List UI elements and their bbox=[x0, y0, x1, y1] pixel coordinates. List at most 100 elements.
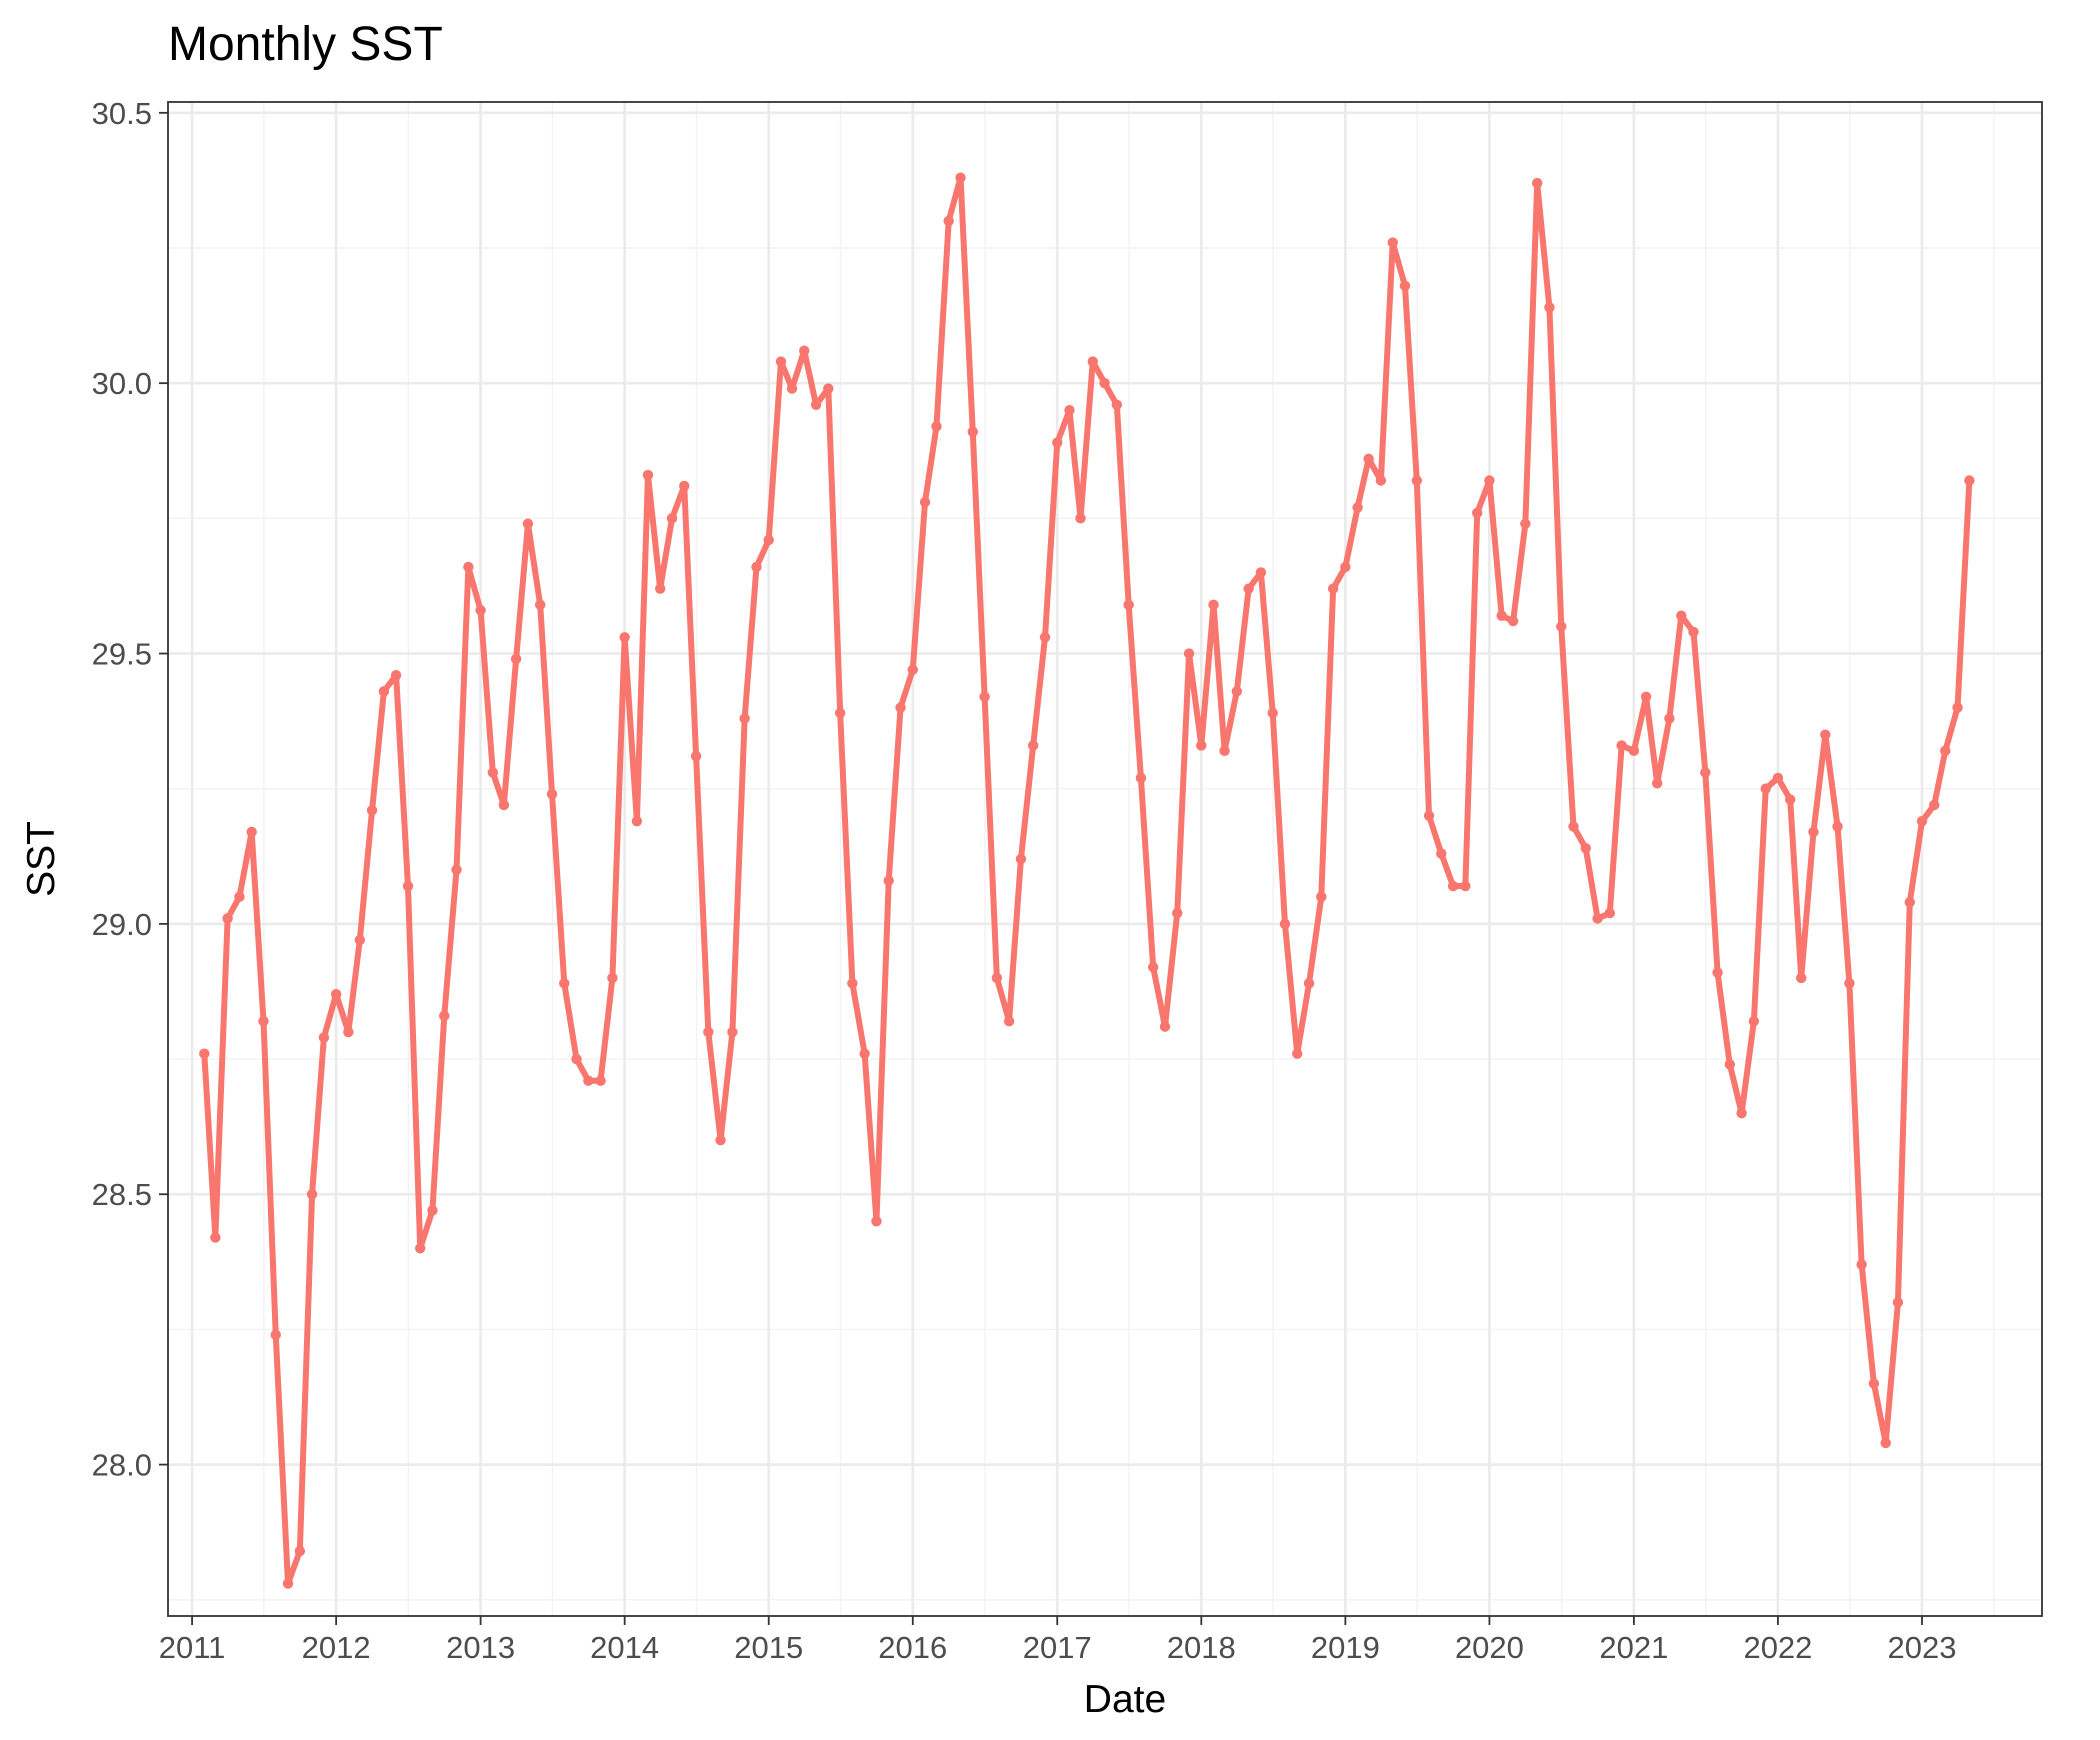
sst-data-point bbox=[1784, 794, 1796, 805]
sst-data-point bbox=[1796, 972, 1807, 984]
sst-data-point bbox=[1292, 1048, 1303, 1059]
sst-data-point bbox=[1243, 583, 1254, 594]
sst-data-point bbox=[1507, 615, 1519, 627]
sst-data-point bbox=[1147, 961, 1159, 973]
sst-data-point bbox=[1916, 815, 1928, 827]
sst-data-point bbox=[1556, 621, 1567, 632]
sst-data-point bbox=[955, 172, 966, 183]
sst-data-point bbox=[475, 605, 486, 616]
sst-data-point bbox=[1856, 1259, 1867, 1270]
sst-data-point bbox=[498, 799, 510, 811]
sst-data-point bbox=[294, 1545, 306, 1557]
sst-data-point bbox=[222, 913, 233, 924]
sst-data-point bbox=[595, 1075, 606, 1086]
sst-data-point bbox=[1868, 1378, 1880, 1389]
sst-data-point bbox=[1628, 745, 1640, 757]
sst-data-point bbox=[1267, 707, 1278, 719]
sst-data-point bbox=[1568, 821, 1579, 832]
sst-data-point bbox=[1219, 745, 1230, 757]
sst-data-point bbox=[1087, 356, 1098, 367]
sst-data-point bbox=[823, 383, 834, 394]
sst-data-point bbox=[690, 751, 702, 762]
sst-data-point bbox=[1520, 518, 1531, 529]
sst-data-point bbox=[1580, 842, 1591, 854]
sst-data-point bbox=[763, 534, 774, 546]
sst-data-point bbox=[439, 1010, 450, 1022]
sst-data-point bbox=[1340, 561, 1351, 573]
sst-data-point bbox=[258, 1016, 269, 1027]
sst-data-point bbox=[991, 972, 1003, 984]
chart-title: Monthly SST bbox=[168, 18, 443, 71]
sst-data-point bbox=[535, 599, 546, 611]
sst-data-point bbox=[1724, 1059, 1736, 1070]
sst-data-point bbox=[1904, 897, 1915, 908]
x-tick-label: 2014 bbox=[590, 1630, 659, 1665]
sst-data-point bbox=[1231, 686, 1243, 697]
sst-data-point bbox=[1772, 772, 1784, 784]
sst-data-point bbox=[895, 702, 906, 713]
sst-data-point bbox=[1099, 377, 1110, 389]
x-tick-label: 2013 bbox=[446, 1630, 515, 1665]
sst-data-point bbox=[619, 632, 630, 643]
sst-data-point bbox=[306, 1189, 318, 1200]
sst-data-point bbox=[1952, 702, 1963, 713]
sst-data-point bbox=[463, 561, 474, 573]
y-tick-label: 30.0 bbox=[92, 366, 152, 401]
sst-data-point bbox=[402, 880, 414, 892]
x-tick-label: 2019 bbox=[1311, 1630, 1380, 1665]
x-tick-label: 2020 bbox=[1455, 1630, 1524, 1665]
sst-data-point bbox=[883, 875, 894, 886]
sst-data-point bbox=[378, 686, 390, 697]
sst-data-point bbox=[390, 669, 402, 681]
sst-data-point bbox=[199, 1048, 210, 1059]
sst-data-point bbox=[943, 215, 954, 227]
sst-data-point bbox=[1700, 767, 1711, 778]
sst-data-point bbox=[1736, 1107, 1747, 1119]
sst-data-point bbox=[739, 713, 750, 724]
sst-data-point bbox=[799, 345, 810, 356]
sst-data-point bbox=[1015, 853, 1027, 865]
sst-data-point bbox=[751, 561, 762, 573]
sst-data-point bbox=[546, 788, 558, 800]
sst-data-point bbox=[1964, 475, 1975, 486]
sst-data-point bbox=[1399, 280, 1411, 292]
sst-data-point bbox=[631, 815, 643, 827]
sst-data-point bbox=[366, 805, 378, 816]
x-tick-label: 2022 bbox=[1743, 1630, 1812, 1665]
sst-data-point bbox=[1123, 599, 1134, 611]
y-tick-label: 29.5 bbox=[92, 637, 152, 672]
sst-data-point bbox=[1929, 799, 1940, 811]
sst-data-point bbox=[1676, 610, 1687, 621]
sst-data-point bbox=[1375, 475, 1387, 486]
sst-data-point bbox=[1472, 507, 1483, 519]
sst-data-point bbox=[1484, 475, 1495, 486]
sst-data-point bbox=[775, 356, 787, 367]
sst-data-point bbox=[1592, 913, 1603, 924]
sst-data-point bbox=[642, 469, 654, 481]
y-tick-label: 29.0 bbox=[92, 907, 152, 942]
sst-data-point bbox=[1880, 1437, 1891, 1449]
sst-data-point bbox=[571, 1053, 582, 1065]
sst-data-point bbox=[679, 480, 690, 492]
x-axis: 2011 2012 2013 2014 2015 2016 2017 2018 2019 2020… bbox=[159, 1616, 1957, 1665]
sst-data-point bbox=[1844, 978, 1855, 989]
sst-data-point bbox=[1748, 1016, 1760, 1027]
sst-data-point bbox=[727, 1026, 738, 1038]
sst-data-point bbox=[859, 1048, 870, 1059]
x-tick-label: 2016 bbox=[878, 1630, 947, 1665]
sst-data-point bbox=[907, 664, 918, 675]
sst-data-point bbox=[654, 583, 666, 594]
sst-data-point bbox=[522, 518, 534, 529]
sst-data-point bbox=[1327, 583, 1339, 594]
sst-data-point bbox=[1075, 513, 1086, 524]
x-tick-label: 2023 bbox=[1888, 1630, 1957, 1665]
sst-data-point bbox=[1027, 740, 1039, 751]
sst-data-point bbox=[1172, 907, 1183, 919]
sst-data-point bbox=[1316, 891, 1327, 903]
sst-data-point bbox=[810, 399, 822, 410]
sst-data-point bbox=[786, 383, 798, 394]
sst-data-point bbox=[1208, 599, 1219, 611]
sst-data-point bbox=[715, 1134, 726, 1146]
